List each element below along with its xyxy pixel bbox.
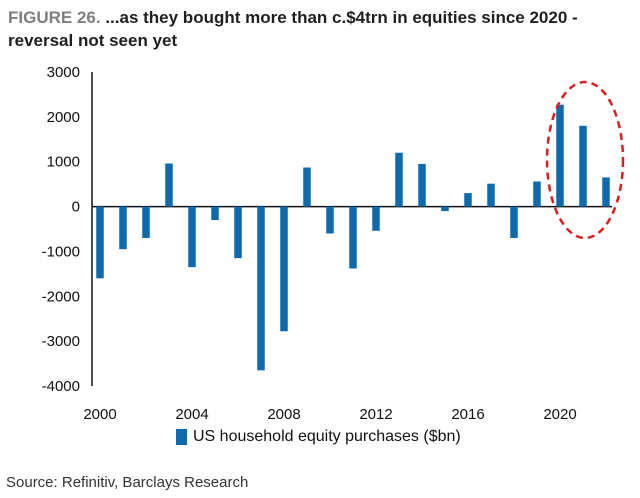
x-tick-label: 2008 [267, 406, 300, 423]
bar [602, 177, 610, 207]
bar [395, 152, 403, 207]
y-tick-label: -2000 [42, 288, 80, 305]
legend-swatch [176, 429, 187, 445]
y-tick-label: 2000 [47, 109, 80, 126]
y-tick-label: 3000 [47, 64, 80, 81]
legend-label: US household equity purchases ($bn) [193, 428, 461, 445]
bar [211, 206, 219, 221]
x-tick-label: 2000 [83, 406, 116, 423]
bar-series [96, 104, 610, 371]
x-tick-label: 2020 [543, 406, 576, 423]
source-note: Source: Refinitiv, Barclays Research [6, 474, 249, 491]
figure-label: FIGURE 26. [8, 8, 101, 27]
x-axis: 2000 2004 2008 2012 2016 2020 [83, 205, 612, 423]
bar [257, 206, 265, 371]
bar [326, 206, 334, 234]
bar [119, 206, 127, 250]
y-tick-label: -1000 [42, 243, 80, 260]
bar [556, 104, 564, 207]
legend: US household equity purchases ($bn) [176, 428, 461, 446]
y-axis: 3000 2000 1000 0 -1000 -2000 -3000 -4000 [42, 64, 93, 395]
highlight-ellipse [545, 80, 625, 240]
x-tick-label: 2012 [359, 406, 392, 423]
bar [510, 206, 518, 238]
y-tick-label: -4000 [42, 378, 80, 395]
bar [188, 206, 196, 268]
bar [372, 206, 380, 231]
bar [579, 125, 587, 207]
chart-title: FIGURE 26. ...as they bought more than c… [8, 6, 633, 52]
bar [96, 206, 104, 279]
bar [280, 206, 288, 332]
bar [234, 206, 242, 259]
figure-title-text: ...as they bought more than c.$4trn in e… [8, 8, 578, 50]
bar [533, 181, 541, 207]
y-tick-label: 1000 [47, 154, 80, 171]
x-tick-label: 2004 [175, 406, 208, 423]
x-tick-label: 2016 [451, 406, 484, 423]
y-tick-label: 0 [72, 199, 80, 216]
bar [165, 163, 173, 207]
y-tick-label: -3000 [42, 333, 80, 350]
bar [142, 206, 150, 238]
bar [418, 163, 426, 207]
bar [487, 183, 495, 207]
annotation [545, 80, 625, 240]
bar [464, 193, 472, 207]
bar [303, 167, 311, 207]
bar [349, 206, 357, 269]
bar [441, 206, 449, 212]
